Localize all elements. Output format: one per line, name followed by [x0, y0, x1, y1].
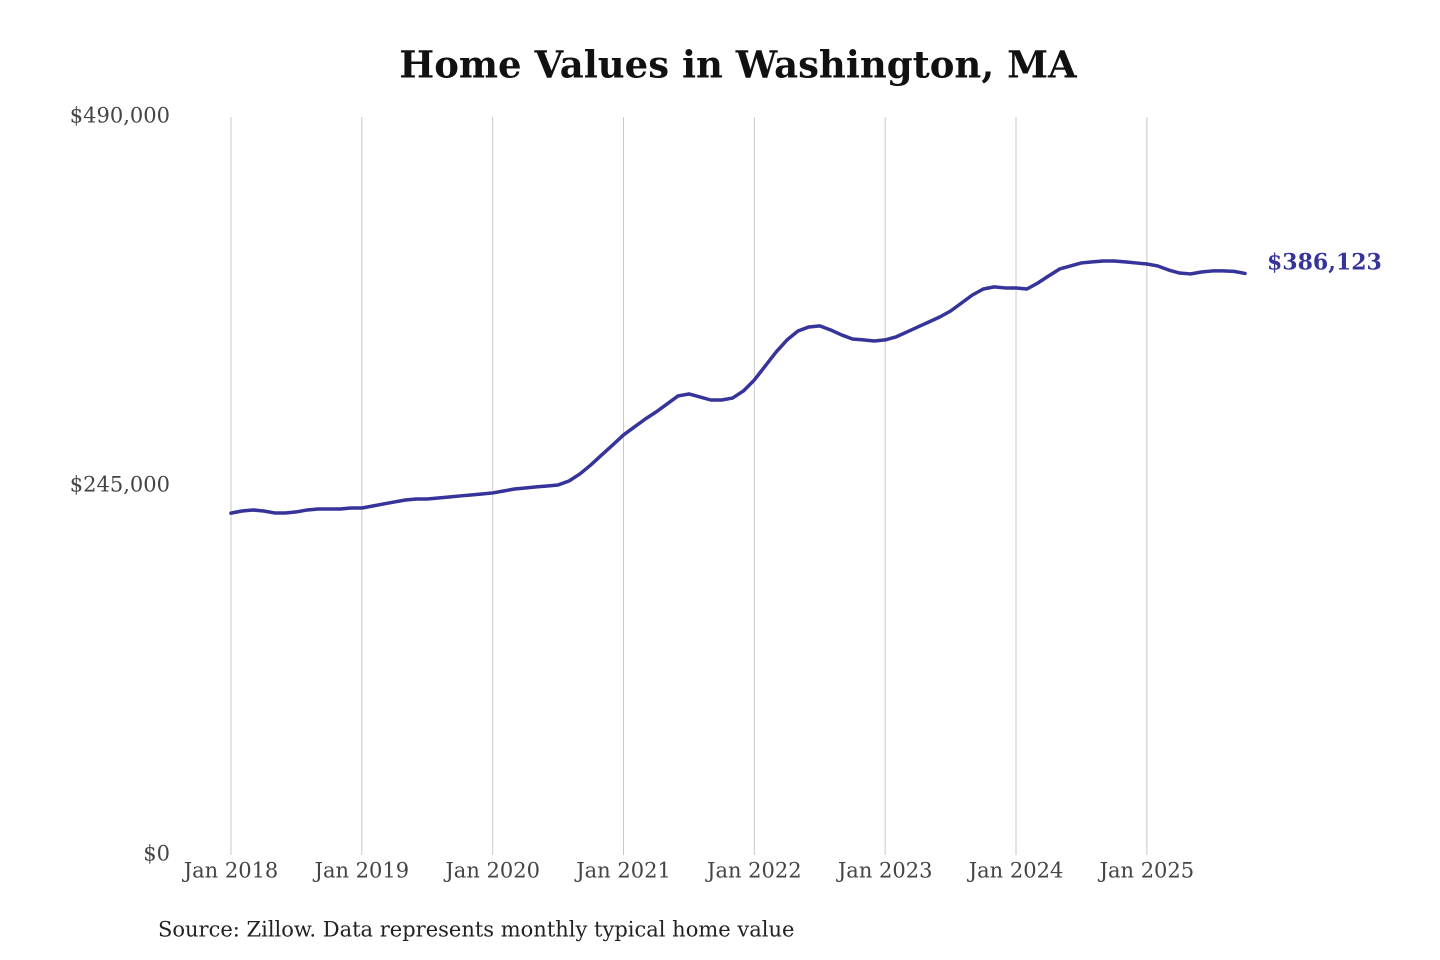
chart-title: Home Values in Washington, MA: [399, 43, 1078, 87]
y-tick-label: $490,000: [70, 104, 170, 128]
line-series: [229, 259, 1247, 515]
x-tick-label: Jan 2018: [182, 859, 279, 883]
end-value-label: $386,123: [1267, 249, 1382, 275]
y-tick-label: $245,000: [70, 473, 170, 497]
y-tick-label: $0: [143, 842, 170, 866]
x-tick-label: Jan 2024: [967, 859, 1064, 883]
x-tick-label: Jan 2023: [836, 859, 933, 883]
x-tick-label: Jan 2025: [1098, 859, 1195, 883]
x-tick-label: Jan 2022: [705, 859, 802, 883]
x-tick-label: Jan 2019: [313, 859, 410, 883]
source-note: Source: Zillow. Data represents monthly …: [158, 918, 794, 942]
x-tick-label: Jan 2020: [443, 859, 540, 883]
x-tick-label: Jan 2021: [574, 859, 671, 883]
